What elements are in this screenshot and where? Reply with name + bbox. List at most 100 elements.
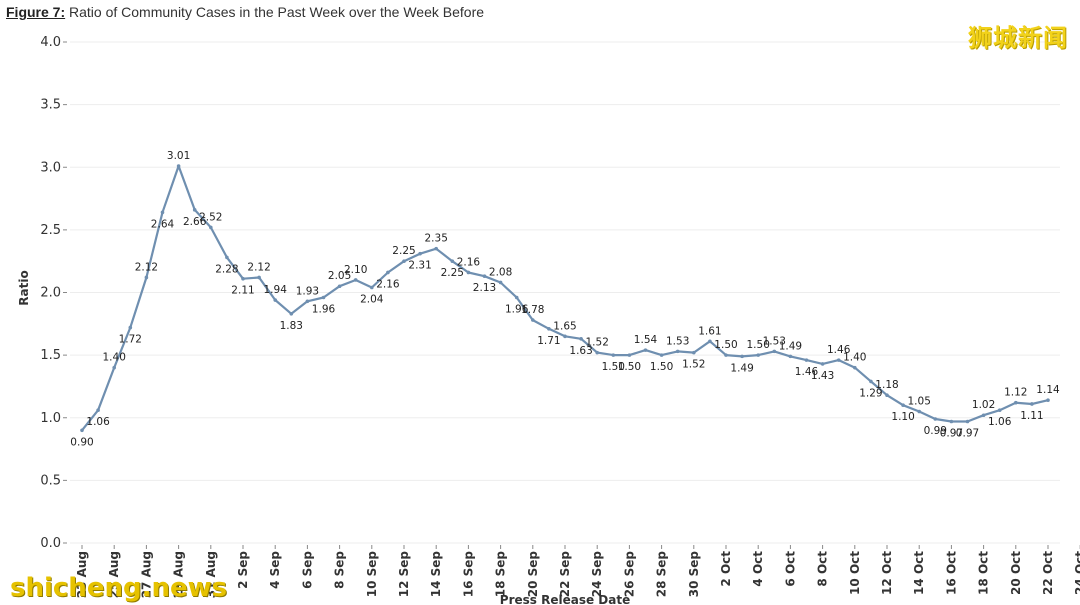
data-label: 1.53 — [666, 335, 689, 347]
data-label: 2.31 — [408, 260, 431, 272]
data-point — [176, 164, 181, 168]
data-label: 1.11 — [1020, 410, 1043, 422]
data-label: 1.78 — [521, 304, 544, 316]
data-label: 1.50 — [747, 339, 770, 351]
data-label: 1.40 — [843, 352, 866, 364]
data-label: 1.18 — [875, 379, 898, 391]
data-label: 1.12 — [1004, 387, 1027, 399]
data-label: 2.13 — [473, 282, 496, 294]
data-point — [933, 417, 938, 421]
x-tick-label: 22 Sep — [558, 551, 572, 598]
x-tick-label: 28 Sep — [655, 551, 669, 598]
data-label: 1.50 — [602, 361, 625, 373]
data-point — [901, 403, 905, 408]
data-label: 2.04 — [360, 293, 384, 305]
x-tick-label: 14 Sep — [429, 551, 443, 598]
data-label: 2.16 — [457, 256, 481, 268]
x-tick-label: 12 Oct — [880, 551, 894, 595]
data-point — [1046, 398, 1050, 403]
x-tick-label: 6 Sep — [300, 551, 314, 589]
data-label: 1.40 — [103, 352, 126, 364]
data-point — [579, 337, 583, 341]
data-point — [547, 327, 551, 331]
data-label: 1.50 — [650, 361, 673, 373]
data-label: 2.16 — [376, 278, 400, 290]
y-axis: 0.0 0.5 1.0 1.5 2.0 2.5 3.0 3.5 4.0 — [40, 35, 67, 551]
data-point — [820, 362, 825, 366]
data-label: 2.28 — [215, 263, 238, 275]
data-point — [965, 419, 970, 424]
data-label: 1.05 — [908, 395, 931, 407]
data-point — [659, 353, 664, 357]
data-point — [112, 365, 116, 370]
data-point — [981, 413, 986, 418]
x-tick-label: 30 Sep — [687, 551, 701, 598]
data-point — [514, 295, 519, 300]
data-point — [225, 255, 229, 260]
data-point — [241, 276, 245, 281]
data-label: 1.50 — [618, 361, 641, 373]
x-tick-label: 23 Aug — [75, 551, 89, 598]
x-tick-label: 12 Sep — [397, 551, 411, 598]
data-label: 2.11 — [231, 285, 254, 297]
data-label: 1.52 — [682, 359, 705, 371]
data-point — [192, 208, 197, 212]
data-point — [305, 299, 310, 304]
series-line — [81, 164, 1049, 431]
x-axis: 23 Aug 25 Aug 27 Aug 29 Aug 31 Aug 2 Sep 4 Sep… — [75, 545, 1080, 598]
data-point — [386, 270, 390, 275]
x-tick-label: 25 Aug — [107, 551, 121, 598]
data-label: 1.93 — [296, 285, 319, 297]
data-point — [724, 353, 728, 357]
gridlines — [70, 41, 1060, 544]
x-tick-label: 14 Oct — [912, 551, 926, 595]
data-point — [643, 348, 648, 352]
x-tick-label: 31 Aug — [204, 551, 218, 598]
data-point — [80, 428, 84, 433]
data-label: 1.46 — [827, 344, 851, 356]
x-tick-label: 4 Sep — [268, 551, 282, 589]
y-tick-label: 0.5 — [40, 473, 61, 488]
data-point — [788, 354, 793, 359]
x-tick-label: 10 Sep — [365, 551, 379, 598]
data-label: 1.94 — [264, 284, 288, 296]
data-point — [434, 246, 439, 251]
data-label: 1.96 — [312, 304, 336, 316]
x-tick-label: 10 Oct — [848, 551, 862, 595]
series-ratio — [80, 164, 1050, 433]
data-point — [273, 298, 278, 302]
data-label: 1.50 — [714, 339, 737, 351]
x-tick-label: 29 Aug — [172, 551, 186, 598]
data-point — [611, 353, 616, 357]
data-point — [869, 379, 873, 384]
data-label: 2.64 — [151, 218, 175, 230]
data-point — [337, 284, 342, 289]
data-point — [482, 274, 487, 279]
data-label: 0.97 — [956, 428, 979, 440]
data-label: 1.46 — [795, 366, 819, 378]
x-tick-label: 20 Sep — [526, 551, 540, 598]
figure-title: Figure 7: Ratio of Community Cases in th… — [6, 4, 484, 20]
data-point — [466, 270, 471, 275]
data-point — [498, 280, 503, 285]
x-tick-label: 8 Sep — [333, 551, 347, 589]
data-point — [563, 334, 567, 339]
data-point — [353, 278, 358, 282]
data-label: 2.05 — [328, 270, 351, 282]
watermark-logo-text: 狮城新闻 — [968, 24, 1068, 52]
data-point — [289, 311, 294, 316]
x-tick-label: 20 Oct — [1009, 551, 1023, 595]
data-label: 1.06 — [86, 416, 110, 428]
data-point — [772, 349, 777, 354]
data-point — [144, 275, 149, 280]
data-label: 2.10 — [344, 264, 367, 276]
data-label: 0.97 — [940, 428, 963, 440]
x-axis-title: Press Release Date — [500, 593, 630, 605]
watermark-site: shicheng.news — [10, 573, 228, 603]
data-label: 1.49 — [730, 362, 753, 374]
x-tick-label: 22 Oct — [1041, 551, 1055, 595]
data-label: 1.06 — [988, 416, 1012, 428]
x-tick-label: 4 Oct — [751, 551, 765, 587]
data-point — [418, 251, 422, 256]
data-label: 2.52 — [199, 211, 222, 223]
